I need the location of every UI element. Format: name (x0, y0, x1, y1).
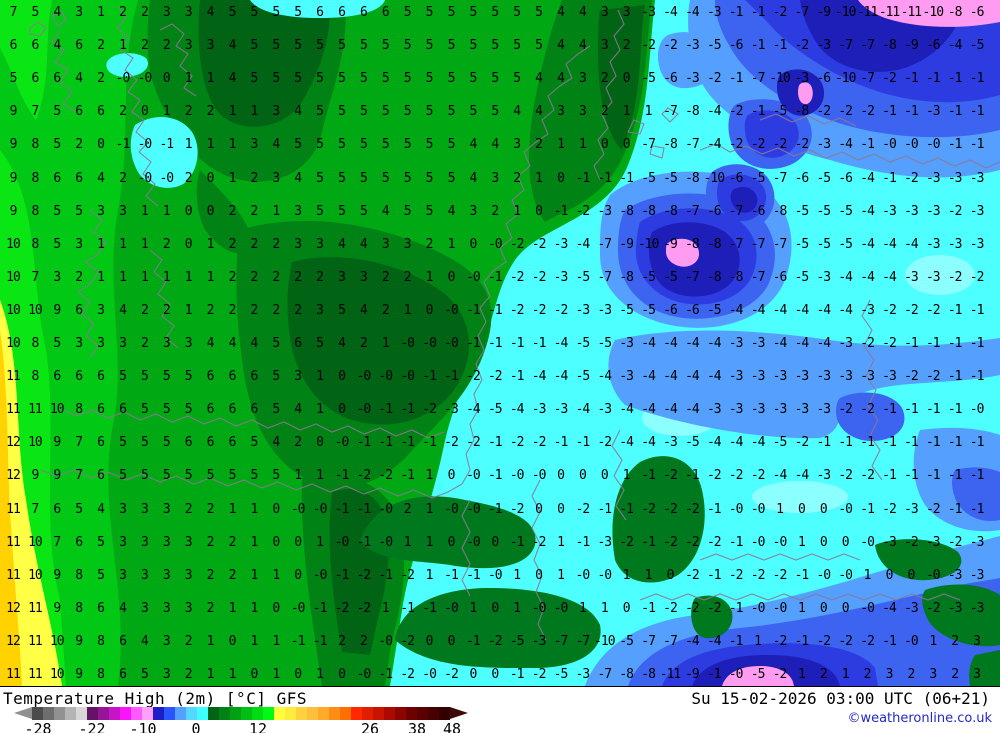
colorbar-segment (219, 707, 230, 720)
temperature-grid: 7 5 4 3 1 2 2 3 3 4 5 5 5 5 6 6 6 6 5 5 5 5 5 5 5 4 4 3 3 -3 -4 -4 -3 -1-… (6, 5, 985, 682)
colorbar-segment (362, 707, 373, 720)
colorbar-segment (76, 707, 87, 720)
temperature-contour-map (0, 0, 1000, 686)
temp-grid-row: 10 10 9 6 3 4 2 2 1 2 2 2 2 2 3 5 4 2 1 0 -0 -1 -1 -2 -2 -2 -3 -3 -5… (6, 302, 984, 318)
colorbar-segment (252, 707, 263, 720)
colorbar-segment (318, 707, 329, 720)
green-temperature-field (0, 0, 655, 686)
forecast-datetime: Su 15-02-2026 03:00 UTC (06+21) (691, 689, 990, 708)
temp-grid-row: 9 8 6 6 4 2 -0 -0 2 0 1 2 3 4 5 5 5 5 5 5 5 4 3 2 1 0 -1 -1 -1 -5 -5 -8… (9, 170, 985, 186)
colorbar-segment (65, 707, 76, 720)
temp-grid-row: 11 11 10 8 6 6 5 5 5 6 6 6 5 4 1 0 -0 -1 -1 -2 -3 -4 -5 -4 -3 -3-… (6, 402, 984, 418)
colorbar-segment (428, 707, 439, 720)
colorbar-segment (439, 707, 450, 720)
weather-map: 7 5 4 3 1 2 2 3 3 4 5 5 5 5 6 6 6 6 5 5 5 5 5 5 5 4 4 3 3 -3 -4 -4 -3 -1-… (0, 0, 1000, 686)
colorbar-segment (32, 707, 43, 720)
temp-grid-row: 12 11 10 9 8 6 4 3 2 1 0 1 1 -1 -1 2 2 -0 -2 0 0 -1 -2 -5 -3 -7 -7… (6, 633, 981, 649)
legend-title: Temperature High (2m) [°C] GFS (3, 689, 307, 708)
temp-grid-row: 10 8 5 3 3 3 2 3 3 4 4 4 5 6 5 4 2 1 -0 -0 -0 -1 -1 -1 -1 -4 -5 -5-… (6, 336, 984, 351)
colorbar-tick: 0 (191, 720, 201, 733)
temp-grid-row: 11 10 9 8 5 3 3 3 3 2 2 1 1 0 -0 -1 -2 -1 -2 1 -1 -1 -0 1 0 1 -0 -0… (6, 567, 984, 583)
temp-grid-row: 11 10 7 6 5 3 3 3 3 2 2 1 0 0 1 -0 -1 -0 1 1 0 -0 0 -1 -2 1 -1 -3 -2… (6, 534, 984, 550)
colorbar-segment (142, 707, 153, 720)
colorbar-segment (164, 707, 175, 720)
colorbar-segment (373, 707, 384, 720)
colorbar-segment (395, 707, 406, 720)
temp-grid-row: 9 7 5 6 6 2 0 1 2 2 1 1 3 4 5 5 5 5 5 5 5 5 5 4 4 3 3 2 1 1 -7 -8 -4 -2 -1… (9, 104, 985, 120)
colorbar-segment (263, 707, 274, 720)
colorbar-segment (131, 707, 142, 720)
colorbar-tick: -10 (129, 720, 157, 733)
temp-grid-row: 10 8 5 3 1 1 1 2 0 1 2 2 2 3 3 4 4 3 3 2 1 0 -0 -2 -2 -3 -4 -7 -9 -10… (6, 236, 984, 252)
colorbar-segment (296, 707, 307, 720)
colorbar-segment (208, 707, 219, 720)
temp-grid-row: 12 9 9 7 6 5 5 5 5 5 5 5 5 1 1 -1 -2 -2 -1 1 0 -0 -1 -0 -0 0 0 0 1 -1… (6, 468, 984, 484)
green-snake-blobs (360, 456, 1000, 686)
temp-grid-row: 12 10 9 7 6 5 5 5 6 6 6 5 4 2 0 -0 -1 -1 -1 -1 -2 -2 -1 -2 -2 -1-… (6, 435, 984, 451)
temp-grid-row: 5 6 6 4 2 -0 -0 0 1 1 4 5 5 5 5 5 5 5 5 5 5 5 5 5 4 4 3 2 0 -5 -6 -3 -2-… (9, 71, 985, 87)
colorbar-segment (197, 707, 208, 720)
colorbar-segment (175, 707, 186, 720)
colorbar-segment (285, 707, 296, 720)
colorbar-segment (274, 707, 285, 720)
temp-grid-row: 7 5 4 3 1 2 2 3 3 4 5 5 5 5 6 6 6 6 5 5 5 5 5 5 5 4 4 3 3 -3 -4 -4 -3 -1-… (9, 5, 985, 20)
temp-grid-row: 10 7 3 2 1 1 1 1 1 1 2 2 2 2 2 3 3 2 2 1 0 -0 -1 -2 -2 -3 -5 -7 -8 -5… (6, 269, 984, 285)
colorbar-tick: 38 (407, 720, 427, 733)
temp-grid-row: 11 11 10 9 8 6 5 3 2 1 1 0 1 0 1 0 -0 -1 -2 -0 -2 0 0 -1 -2 -5 -3-… (6, 667, 981, 682)
legend-bar: Temperature High (2m) [°C] GFS Su 15-02-… (0, 686, 1000, 733)
colorbar-segment (406, 707, 417, 720)
colorbar-segment (109, 707, 120, 720)
colorbar-left-arrow (14, 707, 32, 719)
coastline-paths (29, 5, 1000, 641)
temp-grid-row: 9 8 5 2 0 -1 -0 -1 1 1 1 3 4 5 5 5 5 5 5 5 5 4 4 3 2 1 1 0 0 -7 -8 -7 -4… (9, 137, 985, 153)
temp-grid-row: 6 6 4 6 2 1 2 2 3 3 4 5 5 5 5 5 5 5 5 5 5 5 5 5 5 4 4 3 2 -2 -2 -3 -5 -6-… (9, 38, 985, 54)
temp-grid-row: 11 7 6 5 4 3 3 3 2 2 1 1 0 -0 -0 -1 -1 -0 2 1 -0 -0 -1 -2 0 0 -2 -1… (6, 501, 984, 517)
colorbar-segment (241, 707, 252, 720)
colorbar-segment (340, 707, 351, 720)
colorbar-segment (329, 707, 340, 720)
colorbar-segment (120, 707, 131, 720)
colorbar-tick: 26 (360, 720, 380, 733)
temp-grid-row: 11 8 6 6 6 5 5 5 5 6 6 6 5 3 1 0 -0 -0 -0 -1 -1 -2 -2 -1 -4 -4 -5-… (6, 369, 984, 385)
colorbar-segment (417, 707, 428, 720)
colorbar-tick: -28 (24, 720, 52, 733)
colorbar-tick-labels: -28 -22 -10 0 12 26 38 48 (0, 720, 1000, 733)
colorbar-segment (384, 707, 395, 720)
colorbar-segment (230, 707, 241, 720)
colorbar-segment (87, 707, 98, 720)
colorbar-segment (351, 707, 362, 720)
colorbar-tick: 48 (442, 720, 462, 733)
colorbar-segment (54, 707, 65, 720)
colorbar-segment (186, 707, 197, 720)
colorbar-segment (43, 707, 54, 720)
colorbar-right-arrow (450, 707, 468, 719)
colorbar-segment (98, 707, 109, 720)
colorbar-segment (307, 707, 318, 720)
temp-grid-row: 12 11 9 8 6 4 3 3 3 2 1 1 0 -0 -1 -2 -2 1 -1 -1 -0 1 0 1 -0 -0 1 1 0… (6, 600, 984, 616)
colorbar-segment (153, 707, 164, 720)
copyright-label: ©weatheronline.co.uk (847, 711, 992, 726)
cold-blue-regions (585, 0, 1000, 686)
colorbar-tick: 12 (248, 720, 268, 733)
temp-grid-row: 9 8 5 5 3 3 1 1 0 0 2 2 1 3 5 5 5 4 5 5 4 3 2 1 0 -1 -2 -3 -8 -8 -8 -7-… (9, 203, 985, 219)
temperature-colorbar (32, 707, 450, 720)
colorbar-tick: -22 (78, 720, 106, 733)
